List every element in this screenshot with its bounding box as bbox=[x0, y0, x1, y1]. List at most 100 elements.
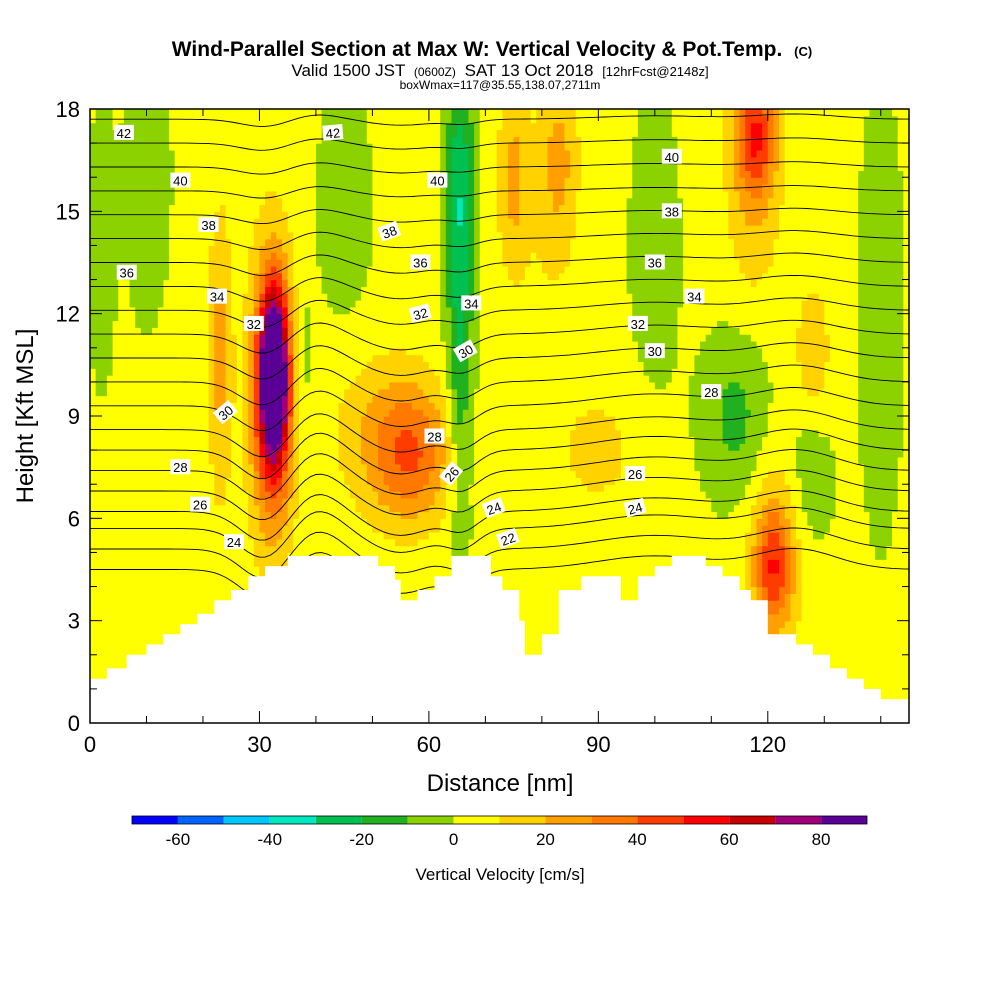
w-cell bbox=[897, 572, 904, 581]
w-cell bbox=[191, 531, 198, 540]
w-cell bbox=[892, 572, 899, 581]
w-cell bbox=[146, 491, 153, 499]
w-cell bbox=[400, 559, 407, 567]
w-cell bbox=[711, 545, 718, 554]
w-cell bbox=[101, 593, 108, 601]
w-cell bbox=[784, 572, 791, 581]
w-cell bbox=[468, 545, 475, 554]
w-cell bbox=[428, 559, 436, 567]
w-cell bbox=[829, 661, 837, 670]
w-cell bbox=[140, 600, 148, 608]
w-cell bbox=[496, 559, 503, 567]
w-cell bbox=[558, 552, 566, 560]
w-cell bbox=[197, 491, 204, 499]
w-cell bbox=[536, 491, 543, 499]
w-cell bbox=[536, 600, 543, 608]
w-cell bbox=[852, 525, 859, 533]
w-cell bbox=[541, 525, 549, 533]
w-cell bbox=[728, 531, 735, 540]
w-cell bbox=[321, 511, 328, 519]
w-cell bbox=[372, 545, 379, 554]
w-cell bbox=[236, 497, 244, 506]
w-cell bbox=[411, 531, 419, 540]
w-cell bbox=[411, 593, 419, 601]
w-cell bbox=[903, 518, 909, 526]
w-cell bbox=[609, 552, 616, 560]
w-cell bbox=[779, 607, 786, 615]
w-cell bbox=[880, 511, 888, 519]
w-cell bbox=[745, 491, 752, 499]
w-cell bbox=[688, 511, 695, 519]
w-cell bbox=[298, 491, 306, 499]
w-cell bbox=[395, 504, 402, 513]
w-cell bbox=[575, 552, 582, 560]
w-cell bbox=[146, 613, 153, 622]
w-cell bbox=[570, 511, 577, 519]
w-cell bbox=[829, 620, 837, 629]
w-cell bbox=[519, 491, 526, 499]
w-cell bbox=[536, 613, 543, 622]
w-cell bbox=[276, 484, 283, 492]
w-cell bbox=[779, 566, 786, 574]
w-cell bbox=[722, 545, 729, 554]
w-cell bbox=[282, 497, 289, 506]
w-cell bbox=[101, 518, 108, 526]
w-cell bbox=[225, 525, 232, 533]
w-cell bbox=[558, 538, 566, 547]
w-cell bbox=[829, 607, 837, 615]
w-cell bbox=[157, 627, 165, 635]
w-cell bbox=[818, 600, 825, 608]
w-cell bbox=[174, 504, 181, 513]
w-cell bbox=[400, 497, 407, 506]
w-cell bbox=[248, 484, 255, 492]
w-cell bbox=[90, 647, 97, 656]
w-cell bbox=[835, 545, 842, 554]
w-cell bbox=[722, 518, 729, 526]
w-cell bbox=[112, 579, 119, 588]
w-cell bbox=[750, 572, 758, 581]
w-cell bbox=[841, 552, 848, 560]
w-cell bbox=[705, 559, 712, 567]
w-cell bbox=[440, 525, 447, 533]
w-cell bbox=[654, 497, 662, 506]
w-cell bbox=[411, 566, 419, 574]
w-cell bbox=[632, 518, 639, 526]
w-cell bbox=[180, 518, 187, 526]
w-cell bbox=[123, 484, 131, 492]
w-cell bbox=[152, 600, 159, 608]
w-cell bbox=[790, 600, 797, 608]
w-cell bbox=[406, 572, 413, 581]
w-cell bbox=[812, 504, 820, 513]
w-cell bbox=[276, 525, 283, 533]
w-cell bbox=[118, 620, 125, 629]
w-cell bbox=[90, 627, 97, 635]
w-cell bbox=[807, 572, 814, 581]
w-cell bbox=[146, 538, 153, 547]
w-cell bbox=[101, 572, 108, 581]
w-cell bbox=[598, 566, 605, 574]
w-cell bbox=[903, 613, 909, 622]
w-cell bbox=[530, 586, 537, 594]
w-cell bbox=[592, 566, 599, 574]
w-cell bbox=[152, 531, 159, 540]
w-cell bbox=[829, 579, 837, 588]
w-cell bbox=[779, 518, 786, 526]
w-cell bbox=[863, 566, 871, 574]
w-cell bbox=[214, 484, 221, 492]
w-cell bbox=[129, 586, 136, 594]
w-cell bbox=[886, 593, 893, 601]
w-cell bbox=[643, 491, 650, 499]
w-cell bbox=[95, 654, 102, 663]
w-cell bbox=[728, 525, 735, 533]
w-cell bbox=[564, 579, 571, 588]
w-cell bbox=[875, 634, 882, 642]
w-cell bbox=[129, 641, 136, 649]
w-cell bbox=[801, 552, 808, 560]
w-cell bbox=[327, 538, 334, 547]
w-cell bbox=[242, 511, 249, 519]
w-cell bbox=[208, 511, 215, 519]
w-cell bbox=[248, 491, 255, 499]
w-cell bbox=[694, 511, 701, 519]
w-cell bbox=[219, 518, 227, 526]
w-cell bbox=[524, 579, 532, 588]
